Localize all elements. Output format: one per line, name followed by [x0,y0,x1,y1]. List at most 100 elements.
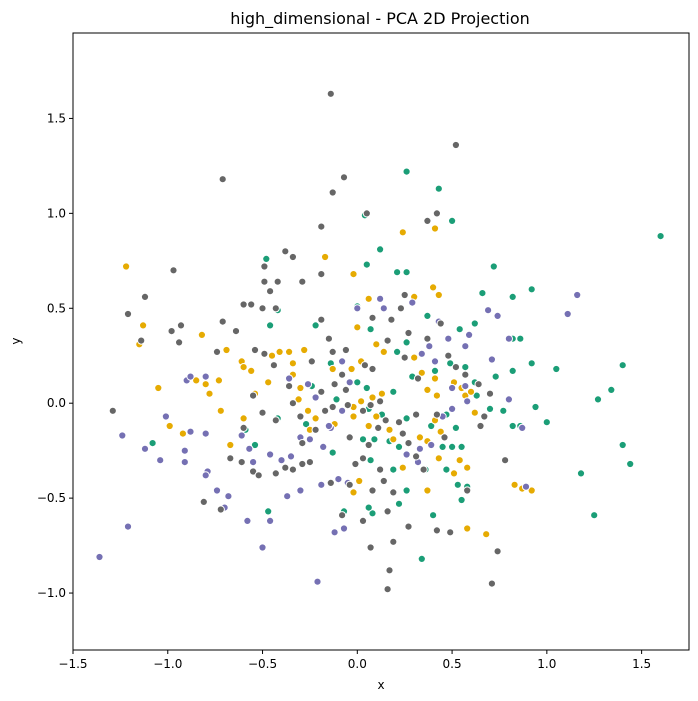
scatter-point [328,402,337,412]
scatter-point [434,290,443,300]
scatter-point [372,412,381,421]
scatter-point [298,277,307,286]
scatter-point [618,440,627,450]
scatter-point [415,433,424,442]
y-axis-label: y [9,337,23,344]
scatter-point [271,416,280,425]
scatter-point [527,285,536,294]
scatter-point [212,486,222,495]
scatter-point [123,522,133,531]
scatter-point [463,463,472,472]
scatter-point [444,351,453,360]
scatter-point [573,290,582,300]
scatter-point [165,421,174,431]
scatter-point [271,304,280,313]
x-tick-label: 0.5 [443,657,462,671]
scatter-point [385,425,394,434]
scatter-point [451,140,460,150]
scatter-point [358,454,368,463]
scatter-point [118,431,127,440]
y-tick-label: 0.5 [47,301,66,315]
scatter-point [156,456,165,465]
scatter-point [137,336,146,345]
scatter-point [470,408,479,417]
scatter-point [358,516,368,526]
scatter-point [249,467,258,476]
points-layer [95,89,665,594]
scatter-point [275,347,284,356]
y-tick-label: −1.0 [37,586,66,600]
scatter-point [542,418,551,427]
scatter-point [205,389,214,398]
scatter-point [294,395,303,404]
scatter-point [201,471,210,480]
scatter-point [552,364,561,374]
scatter-point [321,252,330,262]
scatter-point [281,463,290,472]
scatter-point [618,361,627,370]
scatter-point [319,442,328,451]
scatter-point [330,380,339,389]
scatter-point [311,393,320,402]
scatter-point [376,397,385,406]
scatter-point [239,414,248,423]
scatter-point [288,359,297,368]
scatter-point [305,435,314,444]
x-axis-label: x [377,678,384,692]
scatter-point [451,363,460,372]
scatter-point [317,222,326,231]
scatter-point [394,442,404,451]
scatter-point [478,289,487,298]
scatter-point [366,325,375,334]
scatter-point [260,349,269,358]
scatter-point [296,412,305,421]
scatter-point [288,465,297,474]
scatter-point [527,359,536,368]
scatter-point [489,262,498,271]
x-tick-label: 1.0 [537,657,556,671]
scatter-point [358,406,368,415]
scatter-point [285,382,294,391]
scatter-point [423,385,432,394]
scatter-point [527,486,536,495]
scatter-point [161,412,170,421]
scatter-point [366,401,375,410]
scatter-point [362,209,371,218]
scatter-point [339,524,349,533]
scatter-point [531,402,540,412]
scatter-point [383,585,392,594]
scatter-point [417,349,426,358]
scatter-point [243,516,252,526]
scatter-point [239,423,248,432]
scatter-point [262,254,271,263]
scatter-point [305,458,314,467]
scatter-point [484,306,493,315]
scatter-point [288,252,297,262]
scatter-point [448,383,457,393]
scatter-point [139,321,148,330]
scatter-point [429,511,438,520]
scatter-point [590,511,599,520]
y-tick-label: 1.0 [47,206,66,220]
scatter-point [480,412,489,421]
scatter-point [446,359,455,368]
scatter-point [626,459,635,469]
scatter-point [224,492,233,501]
scatter-point [461,363,470,372]
scatter-point [372,340,381,349]
scatter-point [432,526,441,535]
scatter-point [412,410,421,419]
scatter-point [199,497,208,506]
scatter-point [493,547,502,556]
scatter-point [300,345,309,355]
scatter-point [432,391,441,400]
x-tick-label: −1.5 [58,657,87,671]
scatter-point [368,313,377,322]
scatter-point [349,412,358,421]
scatter-point [328,347,337,356]
scatter-point [448,404,457,413]
scatter-point [250,440,260,450]
scatter-point [383,336,392,345]
scatter-point [186,372,195,381]
scatter-point [345,433,354,442]
